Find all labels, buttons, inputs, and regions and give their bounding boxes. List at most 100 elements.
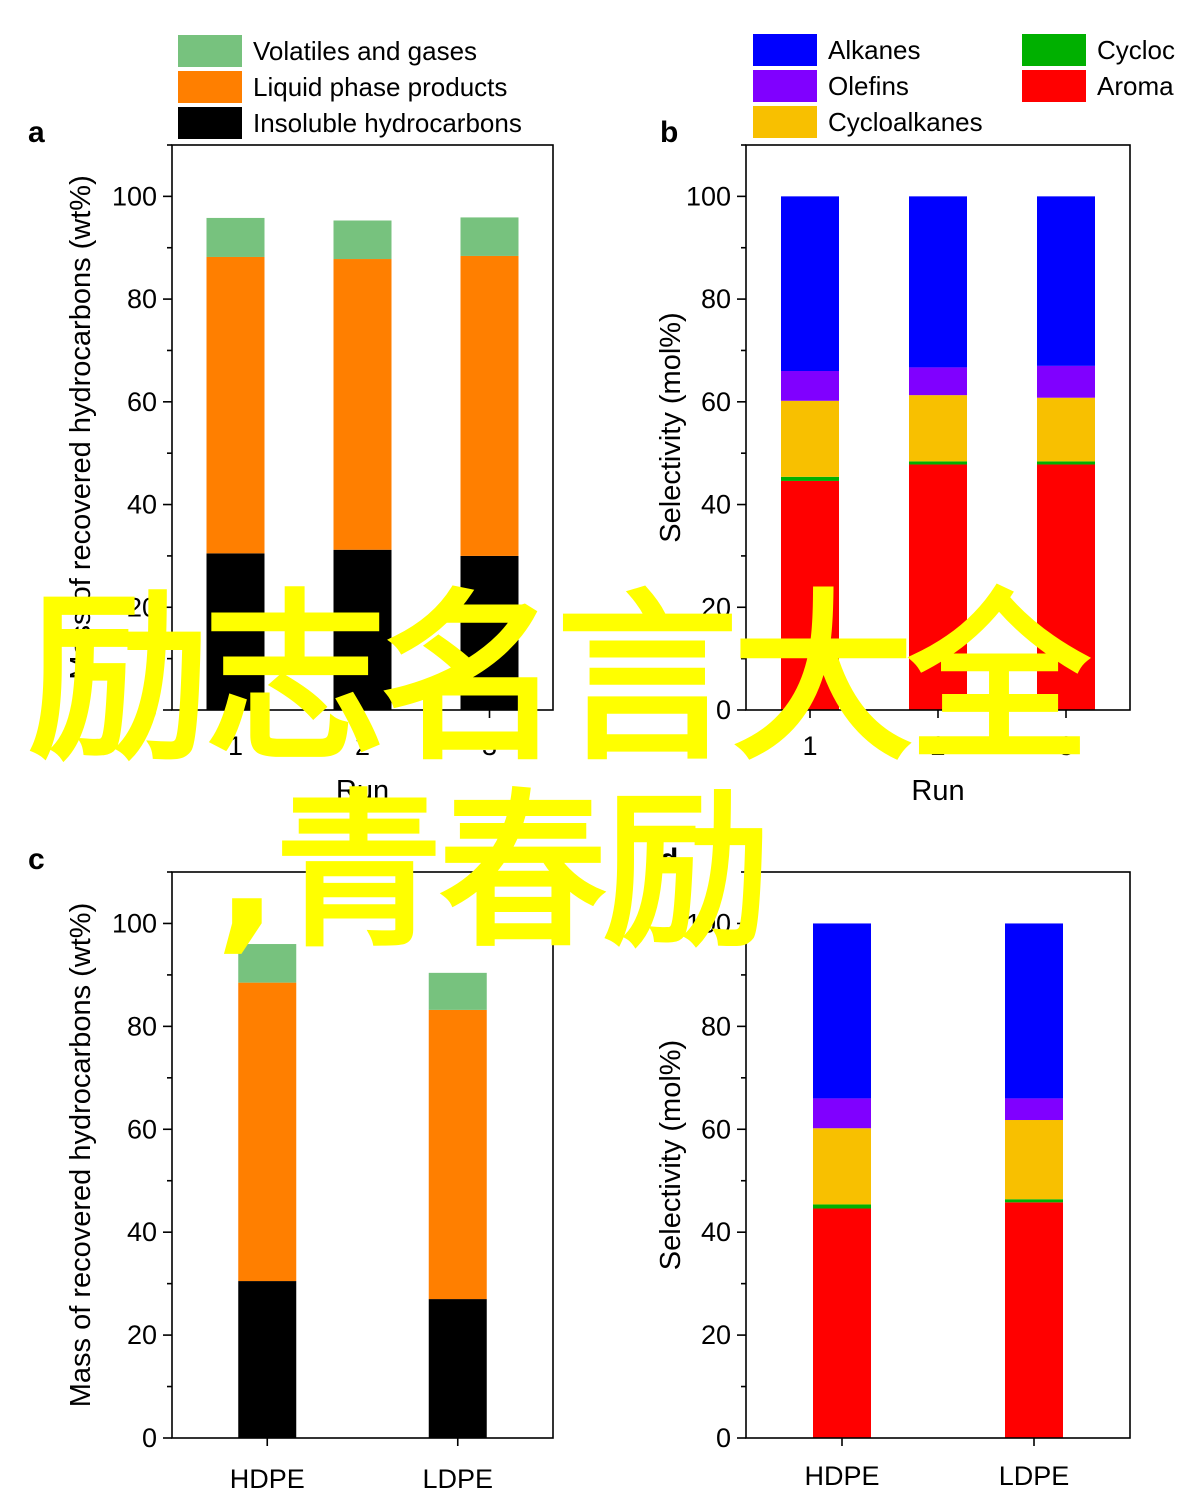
panel-c-bar-liquid-1 [238,982,297,1282]
panel-b-bar-cycloalkanes-1 [781,400,839,477]
panel-d-bar-alkanes-1 [813,923,871,1099]
panel-d-plot-frame [745,871,1131,1439]
panel-b-y-tick-label: 0 [716,695,731,725]
panel-a-y-tick-label: 0 [142,695,157,725]
panel-a-y-tick-label: 60 [127,387,157,417]
legend-a-liquid-label: Liquid phase products [253,72,507,102]
panel-a-y-tick-label: 100 [112,181,157,211]
panel-d-bar-cycloolefins-1 [813,1204,871,1209]
panel-b-bar-aromatics-2 [909,464,967,710]
panel-c-letter: c [28,843,45,876]
panel-a-x-tick-label: 1 [228,731,243,761]
panel-d-bar-aromatics-1 [813,1208,871,1438]
watermark-line-2: ,青春励 [215,774,771,970]
panel-c-y-tick-label: 80 [127,1011,157,1041]
panel-b-bar-olefins-2 [909,367,967,396]
panel-b-x-tick-label: 1 [802,731,817,761]
panel-c-x-tick-label: HDPE [230,1464,305,1494]
panel-c-y-tick-label: 20 [127,1320,157,1350]
panel-b-y-tick-label: 100 [686,181,731,211]
panel-c-bar-volatiles-2 [428,972,487,1010]
legend-b-cycloalkanes-swatch [753,106,817,138]
panel-d-y-tick-label: 0 [716,1423,731,1453]
panel-b-bar-olefins-1 [781,371,839,401]
panel-d-bar-cycloalkanes-2 [1005,1120,1063,1200]
legend-b-olefins-swatch [753,70,817,102]
panel-b-bar-olefins-3 [1037,365,1095,398]
panel-d-bar-alkanes-2 [1005,923,1063,1099]
legend-a-volatiles-swatch [178,35,242,67]
panel-a-bar-volatiles-2 [333,220,392,260]
legend-b-alkanes-label: Alkanes [828,35,921,65]
panel-a-letter: a [28,116,45,149]
panel-d-y-tick-label: 100 [686,908,731,938]
panel-d-bar-cycloalkanes-1 [813,1128,871,1205]
panel-a-bar-insoluble-3 [460,555,519,710]
panel-b-y-tick-label: 40 [701,490,731,520]
legend-b-aromatics-swatch [1022,70,1086,102]
panel-b-letter: b [660,116,678,149]
panel-a-y-axis-title: Mass of recovered hydrocarbons (wt%) [65,175,97,679]
panel-a-bar-liquid-2 [333,259,392,550]
panel-b-bar-alkanes-1 [781,196,839,371]
panel-b-bar-cycloalkanes-3 [1037,397,1095,462]
panel-d-bar-olefins-1 [813,1098,871,1129]
panel-c-y-tick-label: 60 [127,1114,157,1144]
panel-b-y-axis-title: Selectivity (mol%) [655,312,687,542]
panel-a-bar-liquid-3 [460,255,519,556]
legend-a-insoluble-swatch [178,107,242,139]
panel-c-y-axis-title: Mass of recovered hydrocarbons (wt%) [65,903,97,1407]
panel-b-x-tick-label: 2 [930,731,945,761]
panel-a-y-tick-label: 20 [127,592,157,622]
panel-d-x-tick-label: HDPE [804,1461,879,1491]
panel-c-plot-frame [171,871,554,1439]
panel-b-bar-cycloolefins-1 [781,476,839,481]
legend-b-cycloalkanes-label: Cycloalkanes [828,107,983,137]
legend-b-cycloolefins-swatch [1022,34,1086,66]
panel-c-y-tick-label: 40 [127,1217,157,1247]
panel-c-bar-liquid-2 [428,1009,487,1300]
legend-a-insoluble-label: Insoluble hydrocarbons [253,108,522,138]
legend-a-liquid-swatch [178,71,242,103]
panel-b-bar-cycloolefins-2 [909,461,967,465]
panel-a-x-tick-label: 3 [482,731,497,761]
panel-b-x-tick-label: 3 [1058,731,1073,761]
panel-d-bar-olefins-2 [1005,1098,1063,1121]
panel-b-y-tick-label: 60 [701,387,731,417]
panel-a-y-tick-label: 80 [127,284,157,314]
panel-c-y-tick-label: 100 [112,908,157,938]
panel-d-y-tick-label: 60 [701,1114,731,1144]
panel-a-bar-volatiles-3 [460,217,519,256]
panel-d-y-axis-title: Selectivity (mol%) [655,1040,687,1270]
panel-b-bar-alkanes-2 [909,196,967,368]
panel-b-bar-aromatics-3 [1037,464,1095,710]
panel-d-x-tick-label: LDPE [999,1461,1070,1491]
panel-d-bar-aromatics-2 [1005,1202,1063,1438]
panel-d-y-tick-label: 40 [701,1217,731,1247]
panel-c-bar-insoluble-2 [428,1299,487,1438]
panel-d-y-tick-label: 20 [701,1320,731,1350]
panel-a-y-tick-label: 40 [127,490,157,520]
panel-d-letter: d [660,843,678,876]
panel-a-bar-liquid-1 [206,256,265,554]
panel-c-bar-volatiles-1 [238,944,297,983]
legend-b-alkanes-swatch [753,34,817,66]
panel-c-bar-insoluble-1 [238,1281,297,1438]
panel-b-y-tick-label: 80 [701,284,731,314]
legend-b-aromatics-label: Aroma [1097,71,1174,101]
panel-b-y-tick-label: 20 [701,592,731,622]
panel-c-x-tick-label: LDPE [422,1464,493,1494]
panel-c-y-tick-label: 0 [142,1423,157,1453]
legend-b-cycloolefins-label: Cycloc [1097,35,1175,65]
panel-d-bar-cycloolefins-2 [1005,1199,1063,1203]
legend-b-olefins-label: Olefins [828,71,909,101]
panel-b-x-axis-title: Run [911,775,964,807]
panel-b-bar-cycloalkanes-2 [909,395,967,462]
panel-a-x-axis-title: Run [336,775,389,807]
watermark-line-1: 励志名言大全 [28,573,1090,785]
legend-a-volatiles-label: Volatiles and gases [253,36,477,66]
panel-a-x-tick-label: 2 [355,731,370,761]
panel-a-bar-insoluble-2 [333,549,392,710]
panel-a-bar-volatiles-1 [206,217,265,257]
